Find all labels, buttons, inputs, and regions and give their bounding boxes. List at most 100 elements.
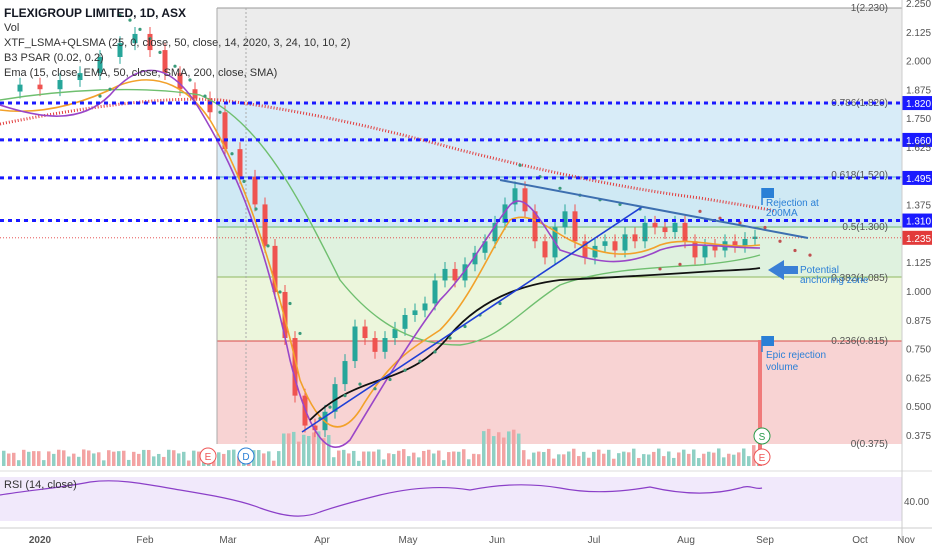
fib-label-0382: 0.382(1.085) [831,273,888,284]
candle-body [542,241,548,258]
candle-body [612,241,618,251]
volume-bar [267,451,271,466]
candle-body [147,33,153,51]
volume-bar [97,452,101,466]
volume-bar [72,453,76,466]
volume-bar [22,449,26,466]
volume-bar [652,451,656,466]
volume-bar [457,451,461,466]
psar-dot [403,368,407,372]
volume-bar [107,450,111,466]
volume-bar [557,454,561,466]
volume-bar [422,450,426,466]
volume-bar [522,450,526,466]
legend-indicator-3: Ema (15, close, EMA, 50, close, SMA, 200… [4,67,278,79]
volume-bar [157,453,161,466]
annotation-rejection-line2: 200MA [766,208,798,219]
volume-bar [602,453,606,466]
volume-bar [582,451,586,466]
psar-dot [463,324,467,329]
rsi-legend: RSI (14, close) [4,479,77,491]
psar-dot [254,207,258,211]
psar-dot [128,18,132,22]
volume-bar [507,431,511,466]
psar-dot [418,359,422,363]
candle-body [592,245,598,258]
event-markers[interactable]: E D S E [199,427,771,466]
psar-dots [98,13,812,421]
dividend-marker: D [237,447,255,465]
candle-body [372,338,378,352]
volume-bar [452,451,456,466]
volume-bar [227,450,231,466]
volume-bar [217,452,221,466]
psar-dot [738,221,742,225]
candle-body [712,245,718,251]
volume-bar [137,453,141,466]
candle-body [582,241,588,258]
volume-bar [142,449,146,466]
fib-label-0: 0(0.375) [851,439,888,450]
candle-body [292,338,298,396]
candle-body [252,176,258,205]
psar-dot [138,27,142,31]
volume-bar [277,451,281,466]
time-label-5: Jun [489,535,505,546]
candle-body [532,211,538,242]
qlsma-line [309,267,761,421]
volume-bar [27,451,31,466]
volume-bar [712,452,716,466]
volume-bar [42,460,46,466]
ema-15-line [0,79,761,428]
candle-body [472,252,478,265]
volume-bar [632,448,636,466]
volume-bar [82,449,86,466]
last-price-label: 1.235 [906,234,931,245]
candle-body [362,326,368,339]
psar-dot [118,13,122,18]
volume-bar [572,448,576,466]
candle-body [237,149,243,177]
psar-dot [158,50,162,54]
level-tag-0 [902,96,932,111]
fib-label-0236: 0.236(0.815) [831,336,888,347]
volume-bar [627,452,631,466]
price-tick-9: 0.875 [906,316,931,327]
psar-dot [763,225,767,230]
time-axis: 2020 Feb Mar Apr May Jun Jul Aug Sep Oct Nov [0,527,932,546]
candle-body [512,188,518,205]
volume-bar [537,451,541,466]
price-axis: 2.250 2.125 2.000 1.875 1.750 1.625 1.375 1.125… [901,0,931,540]
volume-bar [727,453,731,466]
candle-body [162,50,168,74]
volume-bar [667,451,671,466]
candle-body [482,241,488,253]
psar-dot [698,209,702,213]
candle-body [207,98,213,113]
price-tick-1: 2.125 [906,28,931,39]
candle-body [652,222,658,228]
volume-bar [167,449,171,466]
psar-dot [288,301,292,306]
candle-body [672,222,678,233]
ema-200-line [0,97,776,213]
candle-body [262,204,268,246]
legend-indicator-1: XTF_LSMA+QLSMA (25, 0, close, 50, close,… [4,37,351,49]
psar-dot [173,64,177,68]
level-tag-1 [902,132,932,147]
anchoring-arrow [768,260,798,280]
volume-bar [232,449,236,466]
annotation-rejection-line1: Rejection at [766,198,819,209]
volume-bar [517,433,521,466]
volume-bar [342,449,346,466]
volume-bar [52,453,56,466]
volume-bar [377,449,381,466]
candle-body [442,268,448,281]
volume-bar [717,448,721,466]
price-tick-2: 2.000 [906,57,931,68]
volume-bar [147,449,151,466]
volume-bar [117,451,121,466]
volume-bar [677,452,681,466]
volume-bar [327,435,331,466]
